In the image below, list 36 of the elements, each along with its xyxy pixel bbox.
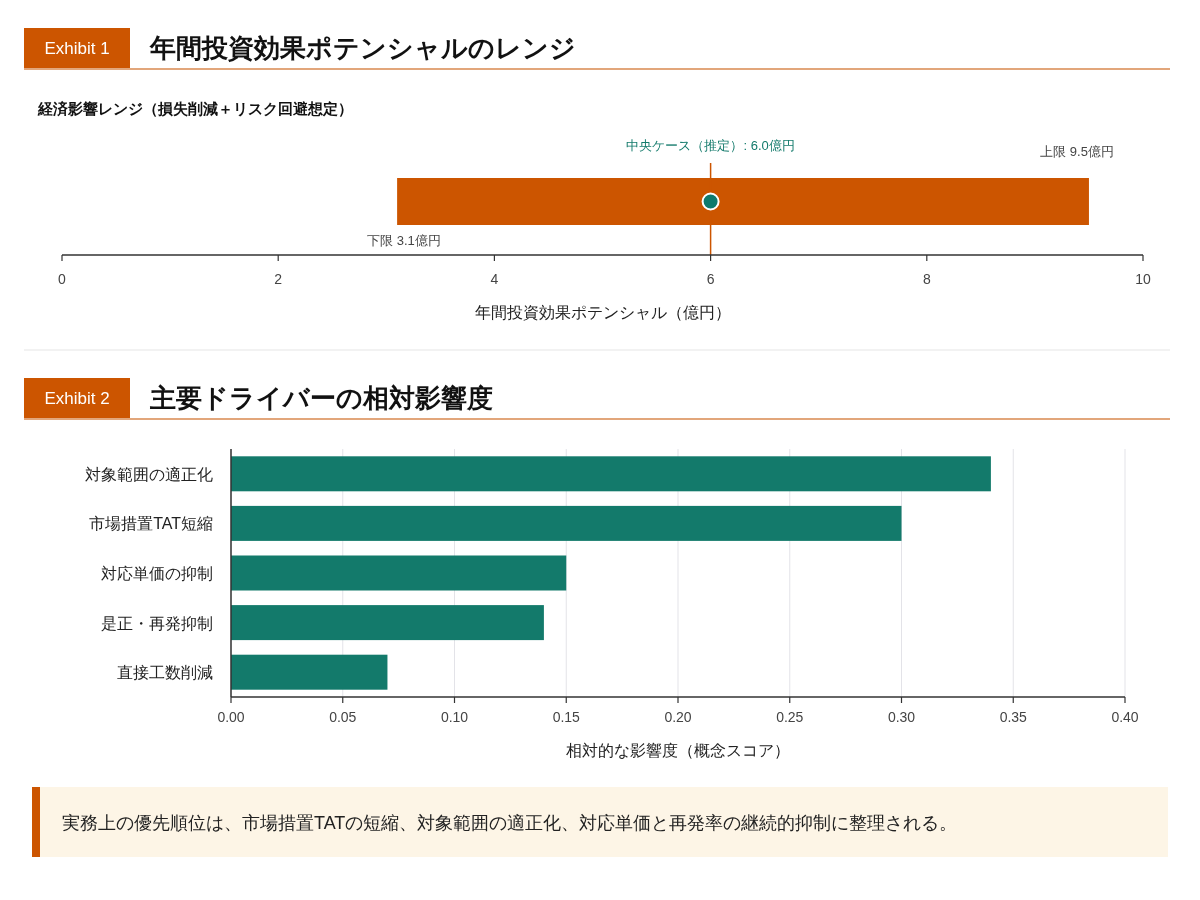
y-tick-label: 対象範囲の適正化 <box>85 465 213 483</box>
text: Exhibit 1 <box>44 39 110 58</box>
text: 上限 9.5億円 <box>1040 144 1114 159</box>
x-tick-label: 10 <box>1135 271 1151 287</box>
x-tick-label: 0.40 <box>1111 709 1139 725</box>
x-tick-label: 8 <box>922 271 931 287</box>
x-tick-label: 0.25 <box>776 709 804 725</box>
x-tick-label: 0 <box>58 271 67 287</box>
ref-line-label: 中央ケース（推定）: 6.0億円 <box>626 138 795 153</box>
bar <box>231 505 902 541</box>
x-tick-label: 0.00 <box>217 709 245 725</box>
text: 実務上の優先順位は、市場措置TATの短縮、対象範囲の適正化、対応単価と再発率の継続的抑制に整理される。 <box>62 813 958 833</box>
x-tick-label: 4 <box>490 271 499 287</box>
x-tick-label: 0.10 <box>440 709 469 725</box>
x-tick-label: 0.35 <box>999 709 1028 725</box>
y-tick-label: 対応単価の抑制 <box>101 565 213 582</box>
text: Exhibit 2 <box>44 389 110 408</box>
x-tick-label: 6 <box>706 271 715 287</box>
y-tick-label: 直接工数削減 <box>117 664 213 682</box>
bar <box>231 555 567 591</box>
chart-title: 年間投資効果ポテンシャルのレンジ <box>149 33 576 63</box>
chart-subtitle: 経済影響レンジ（損失削減＋リスク回避想定） <box>37 100 353 117</box>
x-tick-label: 0.15 <box>552 709 581 725</box>
x-axis-title: 相対的な影響度（概念スコア） <box>566 742 790 759</box>
bar <box>231 605 544 641</box>
x-tick-label: 0.05 <box>329 709 357 725</box>
x-tick-label: 2 <box>274 271 283 287</box>
chart-title: 主要ドライバーの相対影響度 <box>149 383 493 413</box>
y-tick-label: 是正・再発抑制 <box>101 614 213 632</box>
annotation: 下限 3.1億円 <box>367 233 441 248</box>
x-axis-title: 年間投資効果ポテンシャル（億円） <box>474 304 731 321</box>
bar <box>231 654 388 690</box>
y-tick-label: 市場措置TAT短縮 <box>89 515 213 533</box>
x-tick-label: 0.30 <box>887 709 916 725</box>
x-tick-label: 0.20 <box>664 709 692 725</box>
bar <box>231 456 991 492</box>
